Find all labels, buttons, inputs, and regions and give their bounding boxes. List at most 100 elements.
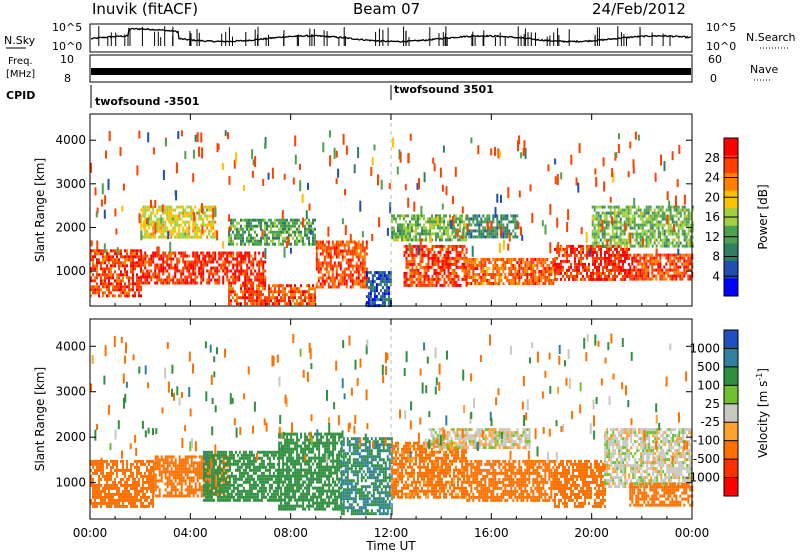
scatter-cell xyxy=(420,205,423,216)
scatter-cell xyxy=(591,223,594,227)
scatter-cell xyxy=(582,274,584,278)
scatter-cell xyxy=(353,252,356,256)
scatter-cell xyxy=(331,279,334,283)
scatter-cell xyxy=(480,229,483,233)
scatter-cell xyxy=(474,273,477,276)
scatter-cell xyxy=(278,284,280,288)
scatter-cell xyxy=(373,274,376,278)
scatter-cell xyxy=(385,298,388,302)
scatter-cell xyxy=(413,244,416,248)
scatter-cell xyxy=(558,262,560,266)
scatter-cell xyxy=(142,275,145,279)
scatter-cell xyxy=(264,278,267,282)
scatter-cell xyxy=(566,253,568,257)
scatter-cell xyxy=(192,266,195,270)
scatter-cell xyxy=(423,280,426,284)
scatter-cell xyxy=(156,458,159,462)
scatter-cell xyxy=(290,233,292,237)
scatter-cell xyxy=(567,209,570,221)
scatter-cell xyxy=(164,266,167,270)
scatter-cell xyxy=(629,232,632,244)
scatter-cell xyxy=(169,241,172,253)
scatter-cell xyxy=(500,273,503,276)
scatter-cell xyxy=(465,250,468,254)
scatter-cell xyxy=(659,205,662,209)
scatter-cell xyxy=(405,238,407,242)
scatter-cell xyxy=(164,494,167,498)
scatter-cell xyxy=(92,471,94,475)
scatter-cell xyxy=(138,282,140,286)
scatter-cell xyxy=(142,486,144,490)
scatter-cell xyxy=(94,187,97,196)
scatter-cell xyxy=(486,217,489,221)
scatter-cell xyxy=(337,255,340,259)
scatter-cell xyxy=(337,168,340,178)
scatter-cell xyxy=(586,265,588,269)
scatter-cell xyxy=(526,258,529,261)
scatter-cell xyxy=(472,220,475,224)
scatter-cell xyxy=(598,265,600,269)
scatter-cell xyxy=(435,271,438,275)
scatter-cell xyxy=(643,244,646,248)
scatter-cell xyxy=(188,254,191,258)
scatter-cell xyxy=(393,226,395,230)
scatter-cell xyxy=(126,498,128,502)
scatter-cell xyxy=(593,235,596,239)
scatter-cell xyxy=(214,251,217,255)
scatter-cell xyxy=(516,282,519,285)
y-tick-label: 4000 xyxy=(55,133,86,147)
scatter-cell xyxy=(643,259,646,263)
scatter-cell xyxy=(134,264,136,268)
scatter-cell xyxy=(540,276,543,279)
scatter-cell xyxy=(148,468,150,472)
scatter-cell xyxy=(268,236,270,240)
scatter-cell xyxy=(659,265,662,269)
scatter-cell xyxy=(359,282,362,286)
scatter-cell xyxy=(415,244,418,248)
scatter-cell xyxy=(206,235,209,239)
scatter-cell xyxy=(90,249,92,253)
scatter-cell xyxy=(355,270,358,274)
scatter-cell xyxy=(532,258,535,261)
scatter-cell xyxy=(92,285,94,289)
scatter-cell xyxy=(98,249,100,253)
scatter-cell xyxy=(633,220,636,224)
scatter-cell xyxy=(431,265,434,269)
scatter-cell xyxy=(317,246,320,250)
scatter-cell xyxy=(451,244,454,248)
scatter-cell xyxy=(94,252,96,256)
scatter-cell xyxy=(506,214,509,218)
scatter-cell xyxy=(689,274,692,278)
scatter-cell xyxy=(122,459,124,463)
scatter-cell xyxy=(323,258,326,262)
scatter-cell xyxy=(331,267,334,271)
scatter-cell xyxy=(92,495,94,499)
scatter-cell xyxy=(248,257,251,261)
scatter-cell xyxy=(413,235,415,239)
scatter-cell xyxy=(96,462,98,466)
scatter-cell xyxy=(486,282,489,285)
scatter-cell xyxy=(599,217,602,221)
scatter-cell xyxy=(500,267,503,270)
scatter-cell xyxy=(590,277,592,281)
scatter-cell xyxy=(510,267,513,270)
scatter-cell xyxy=(657,220,660,224)
freq-right-tick-top: 60 xyxy=(708,53,722,66)
scatter-cell xyxy=(134,282,136,286)
scatter-cell xyxy=(100,501,102,505)
scatter-cell xyxy=(96,276,98,280)
scatter-cell xyxy=(194,272,197,276)
scatter-cell xyxy=(232,275,235,279)
scatter-cell xyxy=(488,220,491,224)
scatter-cell xyxy=(104,477,106,481)
scatter-cell xyxy=(387,277,390,281)
scatter-cell xyxy=(365,285,368,289)
scatter-cell xyxy=(615,244,618,248)
scatter-cell xyxy=(677,271,680,275)
scatter-cell xyxy=(615,152,618,158)
scatter-cell xyxy=(140,269,143,273)
scatter-cell xyxy=(677,205,680,209)
scatter-cell xyxy=(383,289,386,293)
scatter-cell xyxy=(102,495,104,499)
scatter-cell xyxy=(468,261,471,264)
